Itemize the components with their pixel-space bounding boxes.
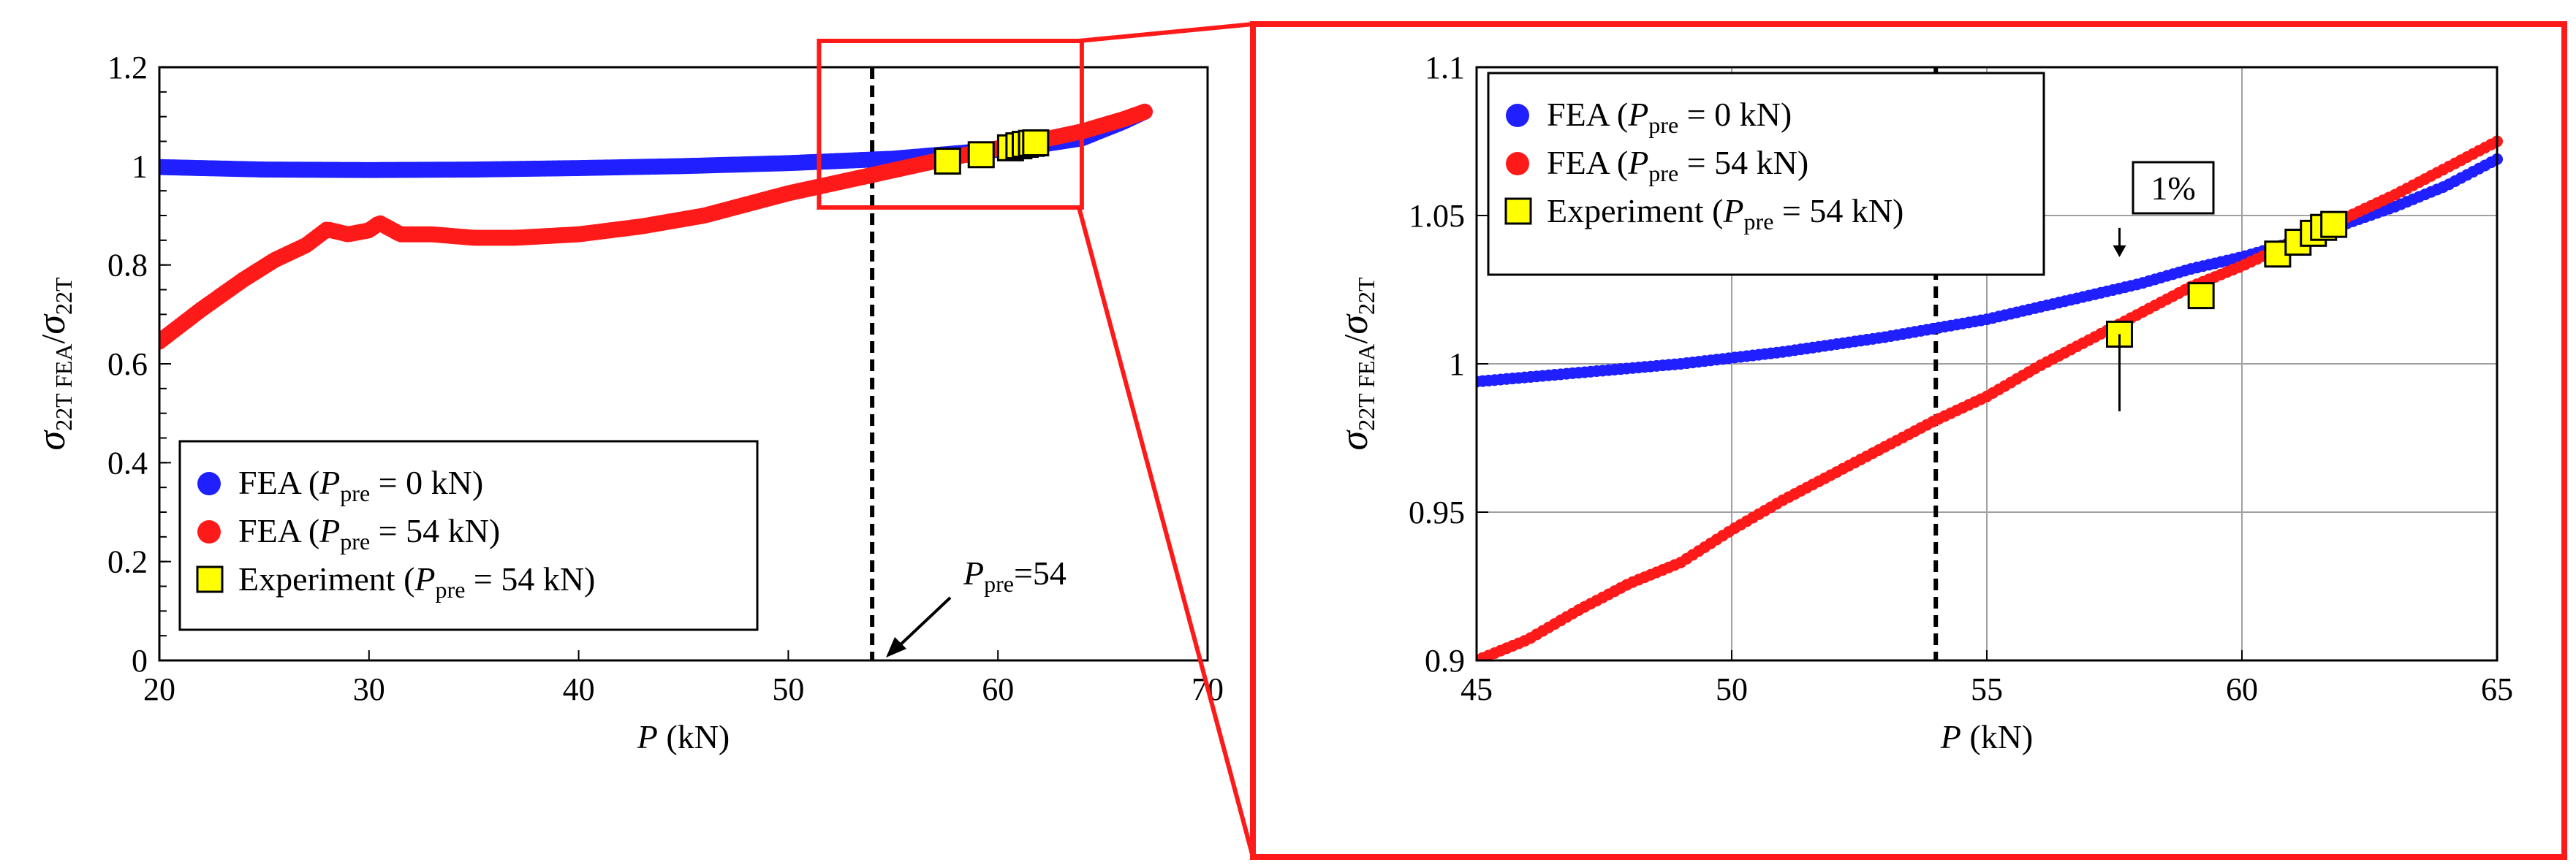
legend-label: Experiment (Ppre = 54 kN) (1547, 192, 1903, 235)
data-point (1022, 129, 1050, 157)
plot-frame (158, 66, 1209, 662)
x-tick-label: 40 (563, 671, 595, 707)
series-experiment (933, 129, 1050, 175)
x-tick-label: 65 (2481, 671, 2513, 707)
legend-marker (1506, 152, 1529, 175)
legend-marker (1506, 104, 1529, 127)
zoom-connector-top (1078, 22, 1254, 43)
x-tick-label: 60 (2226, 671, 2258, 707)
legend-label: FEA (Ppre = 0 kN) (238, 464, 483, 506)
data-point (2320, 210, 2348, 238)
y-tick-label: 0.2 (107, 544, 148, 580)
legend-box (178, 440, 759, 631)
zoom-connector-bottom (1077, 207, 1255, 858)
zoom-chart: 45 50 55 60 65 0.9 0.95 1 1.05 1.1 P (kN) σ22T FEA/… (1332, 50, 2513, 755)
plot-frame (1475, 66, 2499, 662)
x-tick-label: 30 (353, 671, 385, 707)
y-tick-label: 0.4 (107, 445, 148, 481)
y-tick-label: 1.05 (1409, 198, 1465, 234)
data-point (967, 141, 995, 169)
x-axis-label: P (kN) (637, 718, 730, 755)
x-axis-label: P (kN) (1940, 718, 2033, 755)
series-fea-ppre-0 (159, 103, 1153, 178)
x-tick-label: 55 (1971, 671, 2003, 707)
data-point (2187, 282, 2215, 310)
percent-label-box (2132, 161, 2215, 215)
ppre-annotation: Ppre=54 (963, 555, 1067, 597)
annotation-arrowhead (886, 637, 906, 658)
zoom-panel-frame (1250, 21, 2567, 860)
legend-marker (196, 565, 224, 593)
main-chart: 20304050607000.20.40.60.811.2P (kN)σ22T … (29, 50, 1224, 755)
legend-marker (197, 472, 221, 495)
x-tick-label: 60 (982, 671, 1014, 707)
legend-label: FEA (Ppre = 0 kN) (1547, 96, 1792, 138)
x-tick-label: 50 (1716, 671, 1748, 707)
data-point (1136, 103, 1153, 120)
legend-box (1487, 72, 2045, 276)
zoom-box (817, 39, 1084, 210)
x-tick-label: 50 (772, 671, 804, 707)
series-experiment (2105, 210, 2348, 348)
y-tick-label: 1.2 (107, 50, 148, 85)
legend-label: Experiment (Ppre = 54 kN) (238, 560, 595, 603)
data-point (933, 148, 961, 175)
legend: FEA (Ppre = 0 kN) FEA (Ppre = 54 kN) Exper… (1487, 72, 2045, 276)
legend-marker (197, 520, 221, 544)
y-tick-label: 0 (132, 643, 148, 679)
annotation-arrow (896, 596, 952, 649)
legend-marker (1504, 197, 1532, 225)
y-tick-label: 1 (132, 148, 148, 184)
y-axis-label: σ22T FEA/σ22T (1332, 277, 1379, 450)
main-plot-area (159, 67, 1153, 660)
x-tick-label: 20 (143, 671, 175, 707)
y-tick-label: 0.95 (1409, 495, 1465, 530)
legend: FEA (Ppre = 0 kN) FEA (Ppre = 54 kN) Exper… (178, 440, 759, 631)
y-tick-label: 1.1 (1425, 50, 1465, 85)
y-tick-label: 1 (1449, 346, 1465, 382)
percent-label: 1% (2151, 169, 2195, 207)
y-tick-label: 0.8 (107, 248, 148, 283)
legend-label: FEA (Ppre = 54 kN) (238, 512, 500, 555)
zoom-plot-area (1477, 67, 2503, 660)
y-axis-label: σ22T FEA/σ22T (29, 277, 77, 450)
x-tick-label: 45 (1461, 671, 1493, 707)
error-bar-arrowhead (2113, 245, 2126, 257)
y-tick-label: 0.6 (107, 346, 148, 382)
y-tick-label: 0.9 (1425, 643, 1465, 679)
legend-label: FEA (Ppre = 54 kN) (1547, 144, 1808, 186)
